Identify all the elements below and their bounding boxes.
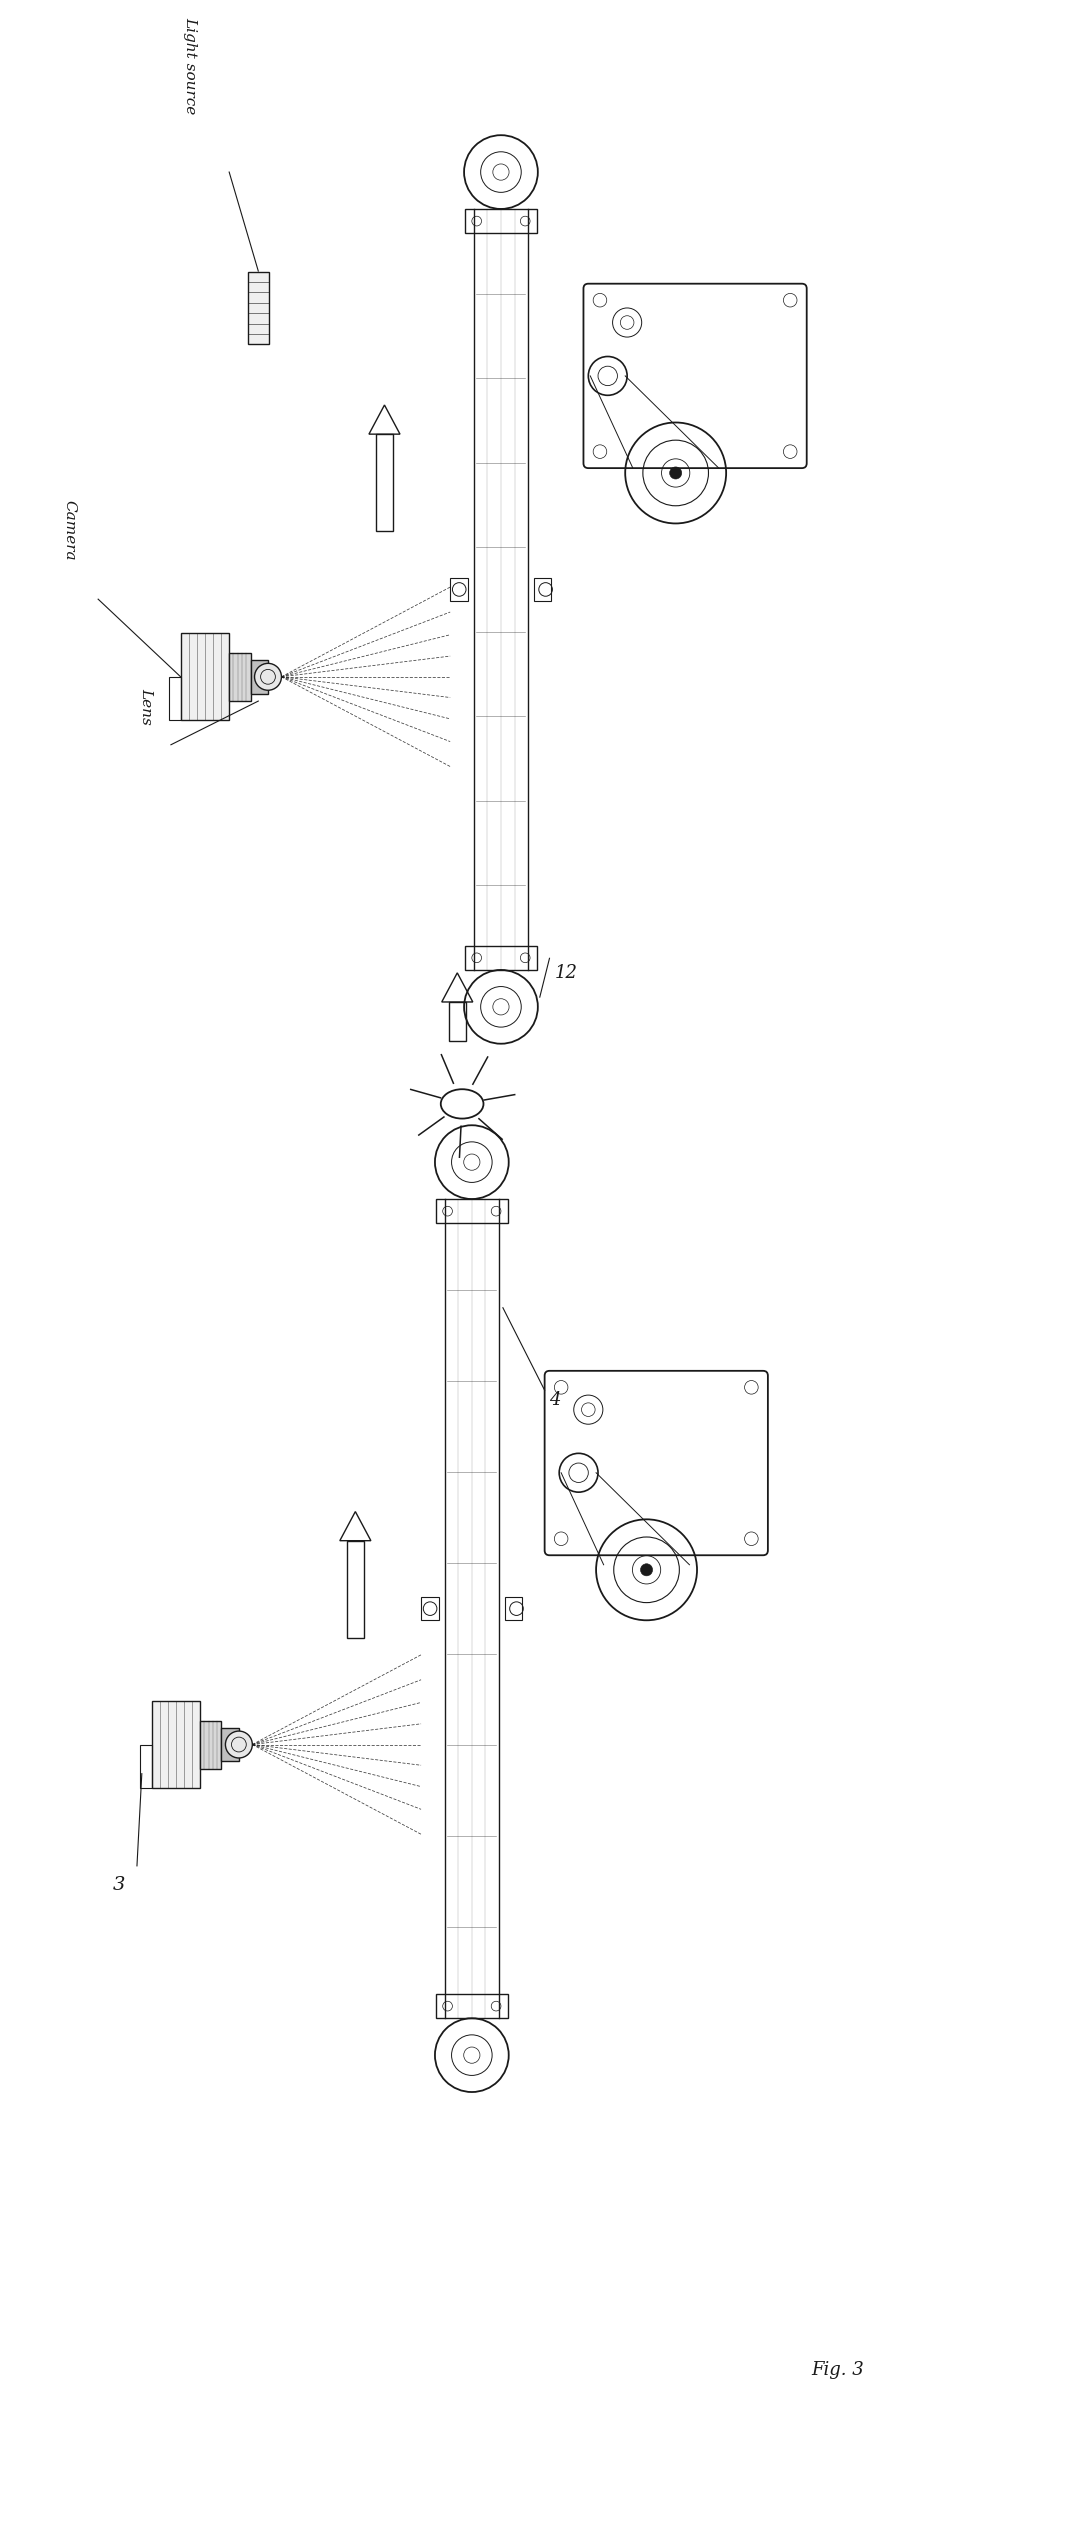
Bar <box>140 1744 151 1787</box>
Circle shape <box>226 1732 252 1757</box>
Bar <box>450 579 468 602</box>
Bar <box>534 579 552 602</box>
Bar <box>505 1598 522 1620</box>
Bar <box>222 1727 239 1762</box>
Bar <box>200 1722 222 1770</box>
Bar <box>247 270 269 344</box>
Bar <box>346 1540 364 1638</box>
Circle shape <box>255 662 281 690</box>
Text: Fig. 3: Fig. 3 <box>812 2361 865 2379</box>
Bar <box>151 1701 200 1787</box>
Bar <box>250 660 268 693</box>
Bar <box>181 632 229 720</box>
Bar <box>436 1995 508 2017</box>
Text: 12: 12 <box>555 963 577 981</box>
Bar <box>465 210 537 233</box>
Bar <box>436 1198 508 1224</box>
Text: Lens: Lens <box>140 688 153 726</box>
Bar <box>422 1598 439 1620</box>
Text: Light source: Light source <box>183 18 197 114</box>
Ellipse shape <box>441 1090 484 1117</box>
Bar <box>448 1001 466 1042</box>
Bar <box>465 945 537 971</box>
Text: 4: 4 <box>550 1390 561 1408</box>
Text: Camera: Camera <box>62 501 76 561</box>
Circle shape <box>670 468 682 478</box>
Text: 3: 3 <box>113 1876 125 1893</box>
Bar <box>229 652 250 700</box>
Bar <box>376 435 393 531</box>
Bar <box>169 678 181 720</box>
Circle shape <box>640 1565 653 1575</box>
